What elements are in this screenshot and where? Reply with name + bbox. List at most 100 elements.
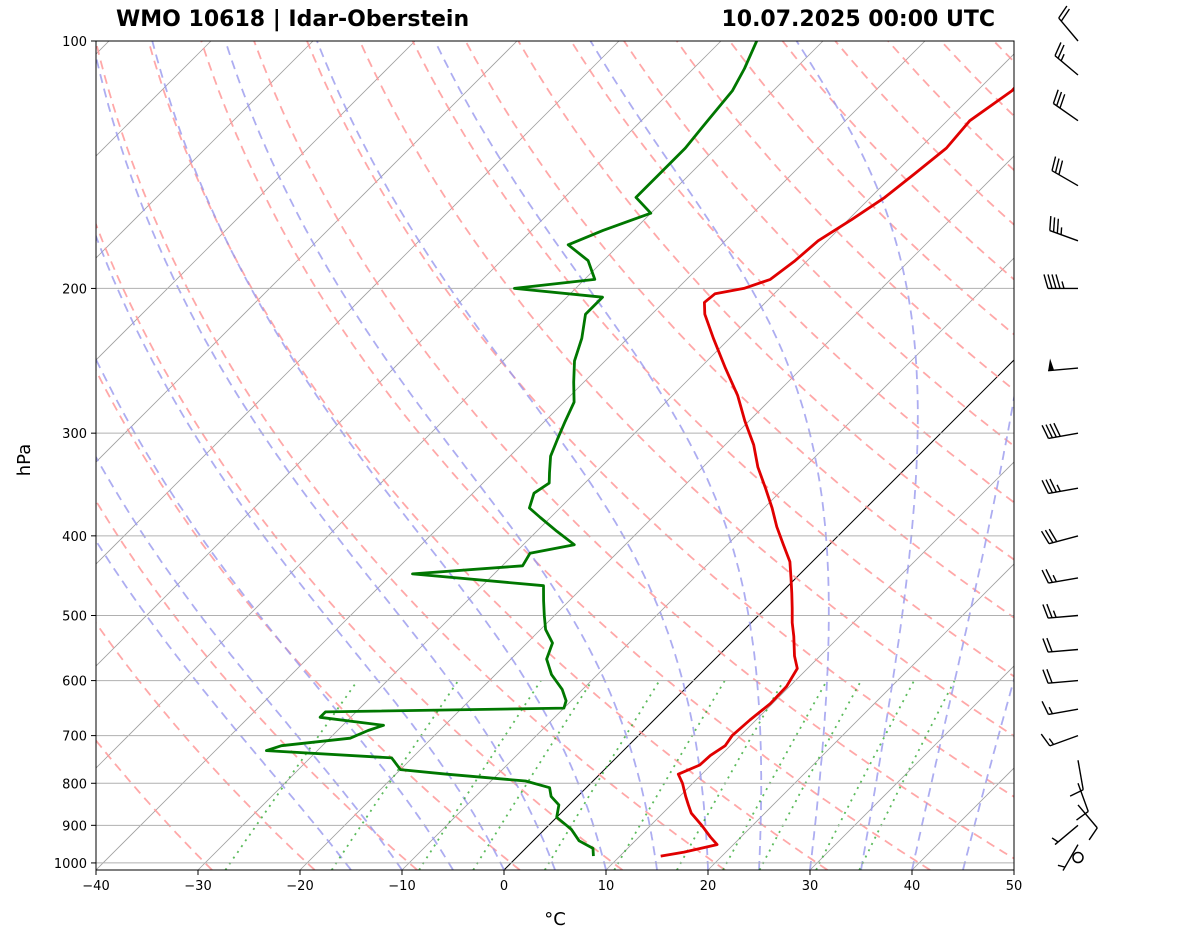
data-lines: [264, 41, 1014, 858]
wind-barb: [1041, 569, 1079, 584]
wind-barb-staff: [1051, 170, 1079, 187]
moist-adiabat-line: [316, 41, 709, 870]
wind-barb: [1042, 669, 1079, 684]
wind-barb-half: [1061, 281, 1065, 289]
isotherm-line: [401, 257, 1014, 870]
wind-barb-full: [1046, 669, 1053, 684]
isotherm-line: [809, 665, 1014, 870]
wind-barb-full: [1040, 733, 1051, 747]
y-tick-label: 100: [62, 35, 87, 50]
dry-adiabat-line: [96, 621, 316, 870]
isotherm-line: [605, 461, 1014, 870]
isotherm-line: [299, 155, 1014, 870]
wind-barb: [1040, 733, 1079, 747]
wind-barb: [1041, 422, 1079, 440]
wind-barb: [1069, 760, 1084, 797]
wind-barb-staff: [1048, 432, 1079, 440]
wind-barb-full: [1057, 44, 1065, 59]
y-tick-label: 1000: [54, 857, 87, 872]
pressure-grid: [96, 40, 1014, 864]
moist-adiabat-line: [151, 41, 607, 870]
y-tick-label: 300: [62, 427, 87, 442]
wind-barb-staff: [1049, 734, 1079, 747]
wind-barb-full: [1049, 423, 1057, 438]
wind-barb: [1077, 804, 1098, 841]
wind-barb: [1057, 844, 1079, 871]
wind-barb-full: [1049, 478, 1057, 493]
mixing-ratio-line: [472, 680, 593, 870]
chart-title-station: WMO 10618 | Idar-Oberstein: [116, 7, 470, 32]
dewpoint-profile-line: [264, 41, 758, 857]
moist-adiabat-line: [795, 41, 919, 870]
mixing-ratio-line: [676, 680, 785, 870]
wind-barb-half: [1057, 864, 1066, 868]
wind-barb-staff: [1048, 679, 1079, 684]
wind-barb-full: [1058, 5, 1068, 19]
isotherm-line: [96, 41, 416, 361]
wind-barb-staff: [1048, 708, 1079, 716]
wind-barb-full: [1041, 425, 1050, 439]
x-tick-label: 0: [500, 879, 508, 894]
wind-barb-full: [1059, 94, 1066, 109]
mixing-ratio-line: [613, 680, 726, 870]
y-axis: 100 200 300 400 500 600 700 800 900 1000: [54, 35, 96, 872]
mixing-ratio-line: [758, 680, 862, 870]
wind-barb: [1058, 5, 1079, 42]
wind-barb-full: [1041, 569, 1050, 584]
wind-barb-calm: [1072, 851, 1084, 864]
moist-adiabat-line: [96, 52, 556, 870]
wind-barb: [1041, 478, 1079, 495]
x-tick-label: −20: [286, 879, 313, 894]
wind-barb-staff: [1054, 55, 1079, 76]
wind-barb-full: [1049, 215, 1052, 231]
isotherm-line: [96, 41, 824, 769]
wind-barb: [1076, 783, 1089, 821]
wind-barb-full: [1051, 274, 1057, 289]
isotherm-line: [197, 53, 1014, 870]
wind-barb: [1051, 156, 1079, 187]
wind-barb-full: [1046, 637, 1053, 653]
mixing-ratio-line: [722, 680, 828, 870]
wind-barb-full: [1045, 479, 1054, 494]
moist-adiabat-line: [589, 41, 830, 870]
mixing-ratio-line: [858, 680, 956, 870]
wind-barb: [1042, 603, 1079, 619]
wind-barb-staff: [1048, 577, 1079, 584]
dry-adiabat-line: [623, 41, 1014, 448]
wind-barb-full: [1052, 89, 1059, 104]
dry-adiabat-line: [96, 368, 521, 870]
y-tick-label: 600: [62, 675, 87, 690]
moist-adiabat-line: [96, 455, 403, 870]
moist-adiabat-line: [224, 41, 658, 870]
wind-barb-staff: [1048, 487, 1079, 495]
dry-adiabat-line: [570, 41, 1014, 504]
wind-barb-full: [1056, 218, 1060, 234]
moist-adiabat-line: [96, 233, 505, 870]
dry-adiabat-line: [1047, 41, 1181, 870]
wind-barb-half: [1052, 574, 1057, 583]
x-tick-label: −10: [388, 879, 415, 894]
x-tick-label: 20: [700, 879, 717, 894]
wind-barb: [1049, 215, 1079, 242]
background-lines: [96, 41, 1181, 870]
x-axis: −40 −30 −20 −10 0 10 20 30 40 50: [82, 870, 1022, 894]
wind-barb-full: [1053, 422, 1061, 437]
wind-barb-full: [1069, 789, 1084, 797]
wind-barb-full: [1042, 669, 1049, 684]
isotherm-line: [96, 41, 620, 565]
dry-adiabat-line: [676, 41, 1014, 392]
y-tick-label: 800: [62, 777, 87, 792]
wind-barb-half: [1060, 227, 1063, 235]
wind-barb-staff: [1048, 535, 1079, 545]
moist-adiabat-line: [96, 539, 352, 870]
y-tick-label: 700: [62, 730, 87, 745]
wind-barb-half: [1051, 837, 1059, 843]
wind-barb-full: [1054, 158, 1060, 173]
plot-frame: [95, 40, 1015, 871]
dry-adiabat-line: [253, 41, 1014, 860]
wind-barb-staff: [1049, 229, 1079, 242]
wind-barb-full: [1046, 603, 1053, 619]
dry-adiabat-line: [147, 41, 829, 870]
y-tick-label: 400: [62, 530, 87, 545]
isotherm-line: [96, 41, 314, 259]
